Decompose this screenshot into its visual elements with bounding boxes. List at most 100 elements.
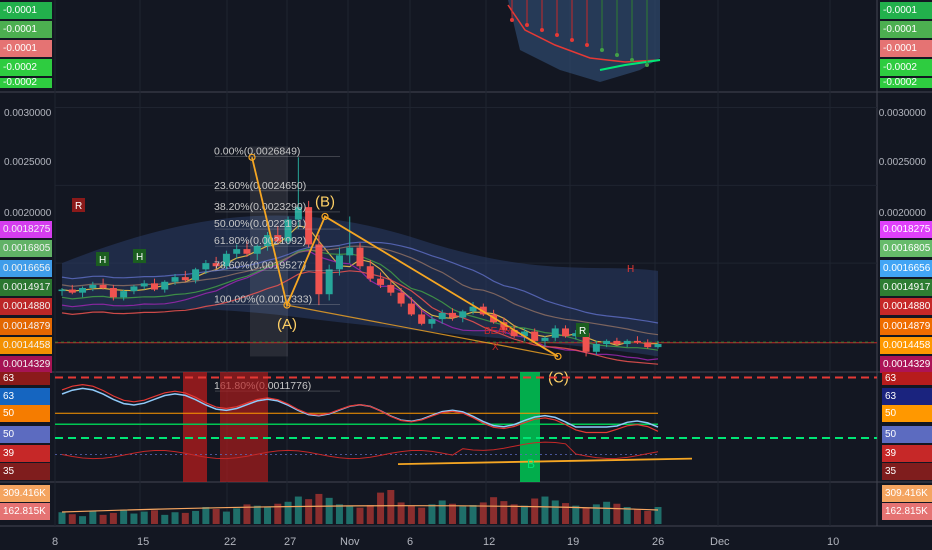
candle-body xyxy=(448,312,456,318)
price-level-badge: 0.0014879 xyxy=(880,318,932,335)
volume-bar xyxy=(366,505,374,524)
price-level-badge-left: 0.0018275 xyxy=(0,221,52,238)
volume-bar xyxy=(58,512,66,524)
candle-body xyxy=(562,328,570,337)
candle-body xyxy=(264,235,272,246)
rsi-zone xyxy=(183,372,207,482)
volume-bar xyxy=(274,503,282,524)
candle-body xyxy=(294,207,302,220)
top-indicator-line xyxy=(507,4,661,63)
top-indicator-dot xyxy=(615,53,619,57)
left-axis-label: 0.0025000 xyxy=(4,157,52,168)
volume-bar xyxy=(233,508,241,524)
price-level-badge: 0.0014917 xyxy=(880,279,932,296)
volume-bar xyxy=(469,505,477,524)
volume-bar xyxy=(644,510,652,524)
volume-bar xyxy=(346,506,354,524)
marker-h-box xyxy=(96,252,109,266)
candle-body xyxy=(161,281,169,290)
volume-bar xyxy=(89,510,97,524)
volume-bar xyxy=(161,514,169,524)
top-right-badge: -0.0002 xyxy=(880,59,932,76)
top-indicator-dot xyxy=(555,33,559,37)
volume-bar xyxy=(181,512,189,524)
price-level-badge-left: 0.0014880 xyxy=(0,298,52,315)
price-level-badge-left: 0.0014879 xyxy=(0,318,52,335)
fib-label: 38.20%(0.0023290) xyxy=(214,201,306,213)
volume-bar xyxy=(212,508,220,524)
rsi-signal-line xyxy=(61,383,659,434)
volume-bar xyxy=(335,504,343,524)
rsi-badge-left: 50 xyxy=(0,426,50,443)
volume-bar xyxy=(510,504,518,524)
volume-bar xyxy=(448,503,456,524)
bear-x-label: X xyxy=(492,342,499,353)
candle-body xyxy=(233,249,241,254)
wave-label-c: (C) xyxy=(548,369,569,386)
price-level-badge: 0.0016805 xyxy=(880,240,932,257)
marker-r-box xyxy=(576,323,589,337)
candle-body xyxy=(459,311,467,318)
marker-h: H xyxy=(136,252,143,263)
rsi-badge: 50 xyxy=(882,426,932,443)
rsi-lower-line xyxy=(61,441,659,460)
price-level-badge-left: 0.0016656 xyxy=(0,260,52,277)
volume-bar xyxy=(356,507,364,524)
top-left-badge: -0.0001 xyxy=(0,2,52,19)
volume-bar xyxy=(305,499,313,524)
rsi-badge: 35 xyxy=(882,463,932,480)
candle-body xyxy=(99,284,107,288)
candle-body xyxy=(315,244,323,295)
volume-badge-left: 162.815K xyxy=(0,503,50,520)
candle-body xyxy=(377,278,385,285)
candle-body xyxy=(68,289,76,293)
volume-bar xyxy=(79,516,87,524)
price-level-badge: 0.0016656 xyxy=(880,260,932,277)
fib-label: 78.60%(0.0019527) xyxy=(214,259,306,271)
candle-body xyxy=(428,319,436,324)
fib-label: 50.00%(0.0022191) xyxy=(214,218,306,230)
volume-bar xyxy=(264,507,272,524)
x-tick-label: 27 xyxy=(284,536,296,548)
wave-point xyxy=(554,352,562,361)
x-tick-label: 22 xyxy=(224,536,236,548)
candle-body xyxy=(140,283,148,287)
volume-bar xyxy=(253,505,261,524)
price-level-badge-left: 0.0014329 xyxy=(0,356,52,373)
candle-body xyxy=(346,247,354,256)
volume-bar xyxy=(562,503,570,524)
top-indicator-dot xyxy=(585,43,589,47)
top-indicator-dot xyxy=(570,38,574,42)
candle-body xyxy=(89,284,97,288)
candle-body xyxy=(613,340,621,344)
top-right-badge: -0.0001 xyxy=(880,40,932,57)
volume-bar xyxy=(428,504,436,524)
candle-body xyxy=(582,333,590,352)
fib-label: 0.00%(0.0026849) xyxy=(214,146,300,158)
candle-body xyxy=(520,331,528,337)
fib-label: 61.80%(0.0021092) xyxy=(214,235,306,247)
wave-label-a: (A) xyxy=(277,316,297,333)
volume-bar xyxy=(520,505,528,524)
x-tick-label: Nov xyxy=(340,536,360,548)
volume-bar xyxy=(171,512,179,524)
volume-badge: 162.815K xyxy=(882,503,932,520)
marker-h-box xyxy=(133,249,146,263)
volume-bar xyxy=(192,510,200,524)
abc-wave-line xyxy=(251,157,559,358)
candle-body xyxy=(438,312,446,320)
volume-bar xyxy=(325,497,333,524)
moving-average-line xyxy=(61,250,659,361)
candle-body xyxy=(500,322,508,330)
candle-body xyxy=(120,291,128,298)
candle-body xyxy=(150,283,158,290)
candle-body xyxy=(212,263,220,267)
x-tick-label: Dec xyxy=(710,536,730,548)
top-left-badge: -0.0002 xyxy=(0,59,52,76)
candle-body xyxy=(181,277,189,281)
volume-bar xyxy=(243,504,251,524)
candle-body xyxy=(243,249,251,254)
candle-body xyxy=(192,269,200,281)
volume-bar xyxy=(490,497,498,524)
